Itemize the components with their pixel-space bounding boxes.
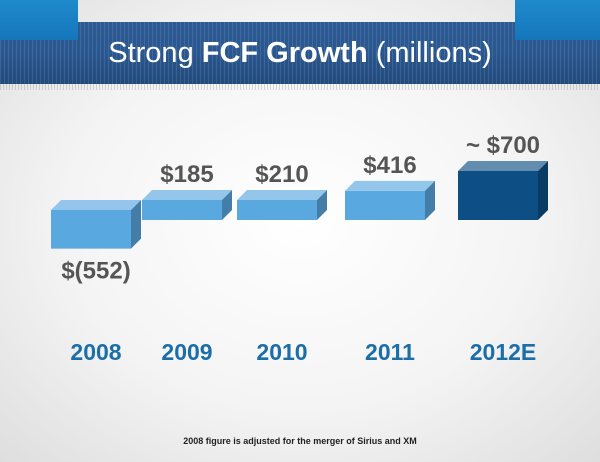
- bar-front: [51, 210, 131, 249]
- category-label: 2010: [256, 339, 307, 365]
- banner-accent-left: [0, 0, 78, 40]
- bar-2008: [51, 200, 141, 249]
- bar-side: [222, 190, 232, 220]
- value-label: $210: [255, 161, 308, 188]
- bar-top: [237, 190, 327, 200]
- value-label: $416: [363, 152, 416, 179]
- bar-top: [142, 190, 232, 200]
- title-suffix: (millions): [367, 37, 492, 69]
- category-label: 2012E: [470, 339, 537, 365]
- value-label: ~ $700: [466, 132, 540, 159]
- value-label: $(552): [61, 258, 130, 285]
- bar-2009: [142, 190, 232, 220]
- bar-side: [317, 190, 327, 220]
- bar-front: [142, 200, 222, 220]
- category-label: 2008: [70, 339, 121, 365]
- bar-front: [237, 200, 317, 220]
- footnote: 2008 figure is adjusted for the merger o…: [183, 436, 417, 446]
- title-bold: FCF Growth: [201, 37, 368, 69]
- bar-front: [345, 190, 425, 220]
- category-label: 2009: [161, 339, 212, 365]
- value-label: $185: [160, 161, 213, 188]
- title-banner: [0, 22, 600, 84]
- bar-2012E: [458, 161, 548, 220]
- title-prefix: Strong: [108, 37, 202, 69]
- bar-side: [538, 161, 548, 220]
- banner-stripe: [0, 84, 600, 90]
- banner-accent-right: [515, 0, 600, 40]
- bar-top: [345, 180, 435, 191]
- bar-2010: [237, 190, 327, 220]
- category-label: 2011: [365, 339, 415, 365]
- slide-title: Strong FCF Growth (millions): [0, 22, 600, 84]
- bar-top: [458, 161, 548, 171]
- bar-top: [51, 200, 141, 210]
- bar-front: [458, 171, 538, 220]
- bar-side: [131, 200, 141, 249]
- bar-side: [425, 180, 435, 220]
- bar-2011: [345, 180, 435, 220]
